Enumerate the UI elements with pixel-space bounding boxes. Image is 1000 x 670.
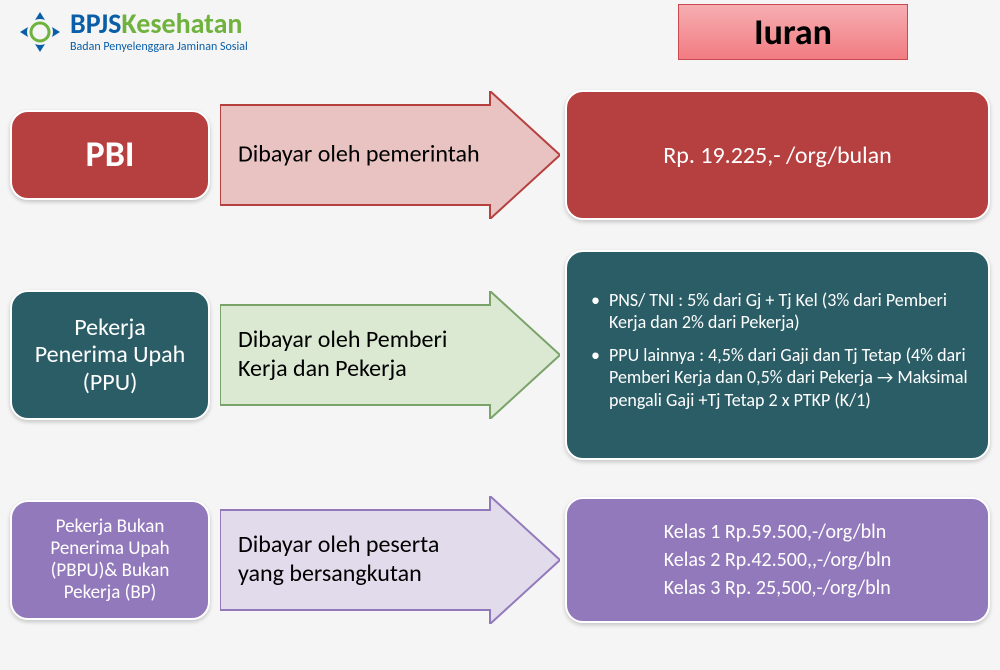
arrow-pbpu: Dibayar oleh peserta yang bersangkutan <box>220 496 560 624</box>
pbpu-line-2: Kelas 2 Rp.42.500,,-/org/bln <box>664 548 892 572</box>
amount-box-ppu: PNS/ TNI : 5% dari Gj + Tj Kel (3% dari … <box>565 250 990 460</box>
pbpu-line-3: Kelas 3 Rp. 25,500,-/org/bln <box>664 576 892 600</box>
arrow-label-pbi: Dibayar oleh pemerintah <box>238 141 488 170</box>
row-pbi: PBI Dibayar oleh pemerintah Rp. 19.225,-… <box>10 90 990 220</box>
ppu-bullet-1: PNS/ TNI : 5% dari Gj + Tj Kel (3% dari … <box>587 289 968 334</box>
bpjs-logo-icon <box>18 10 62 54</box>
bpjs-logo-text: BPJSKesehatan Badan Penyelenggara Jamina… <box>70 10 248 54</box>
logo-subtitle: Badan Penyelenggara Jaminan Sosial <box>70 40 248 54</box>
logo-word-kesehatan: Kesehatan <box>121 6 242 41</box>
amount-box-pbpu: Kelas 1 Rp.59.500,-/org/bln Kelas 2 Rp.4… <box>565 497 990 623</box>
arrow-ppu: Dibayar oleh Pemberi Kerja dan Pekerja <box>220 291 560 419</box>
amount-box-pbi: Rp. 19.225,- /org/bulan <box>565 90 990 220</box>
pbpu-lines: Kelas 1 Rp.59.500,-/org/bln Kelas 2 Rp.4… <box>664 516 892 604</box>
category-box-pbpu: Pekerja Bukan Penerima Upah (PBPU)& Buka… <box>10 500 210 620</box>
arrow-pbi: Dibayar oleh pemerintah <box>220 91 560 219</box>
title-iuran: Iuran <box>678 4 908 60</box>
pbpu-line-1: Kelas 1 Rp.59.500,-/org/bln <box>664 520 892 544</box>
ppu-bullet-2: PPU lainnya : 4,5% dari Gaji dan Tj Teta… <box>587 344 968 412</box>
category-box-pbi: PBI <box>10 110 210 200</box>
arrow-label-ppu: Dibayar oleh Pemberi Kerja dan Pekerja <box>238 326 488 384</box>
row-pbpu: Pekerja Bukan Penerima Upah (PBPU)& Buka… <box>10 490 990 630</box>
category-box-ppu: Pekerja Penerima Upah (PPU) <box>10 290 210 420</box>
arrow-label-pbpu: Dibayar oleh peserta yang bersangkutan <box>238 531 488 589</box>
ppu-bullet-list: PNS/ TNI : 5% dari Gj + Tj Kel (3% dari … <box>587 289 968 422</box>
bpjs-logo: BPJSKesehatan Badan Penyelenggara Jamina… <box>18 10 248 54</box>
row-ppu: Pekerja Penerima Upah (PPU) Dibayar oleh… <box>10 250 990 460</box>
logo-word-bpjs: BPJS <box>70 6 121 41</box>
